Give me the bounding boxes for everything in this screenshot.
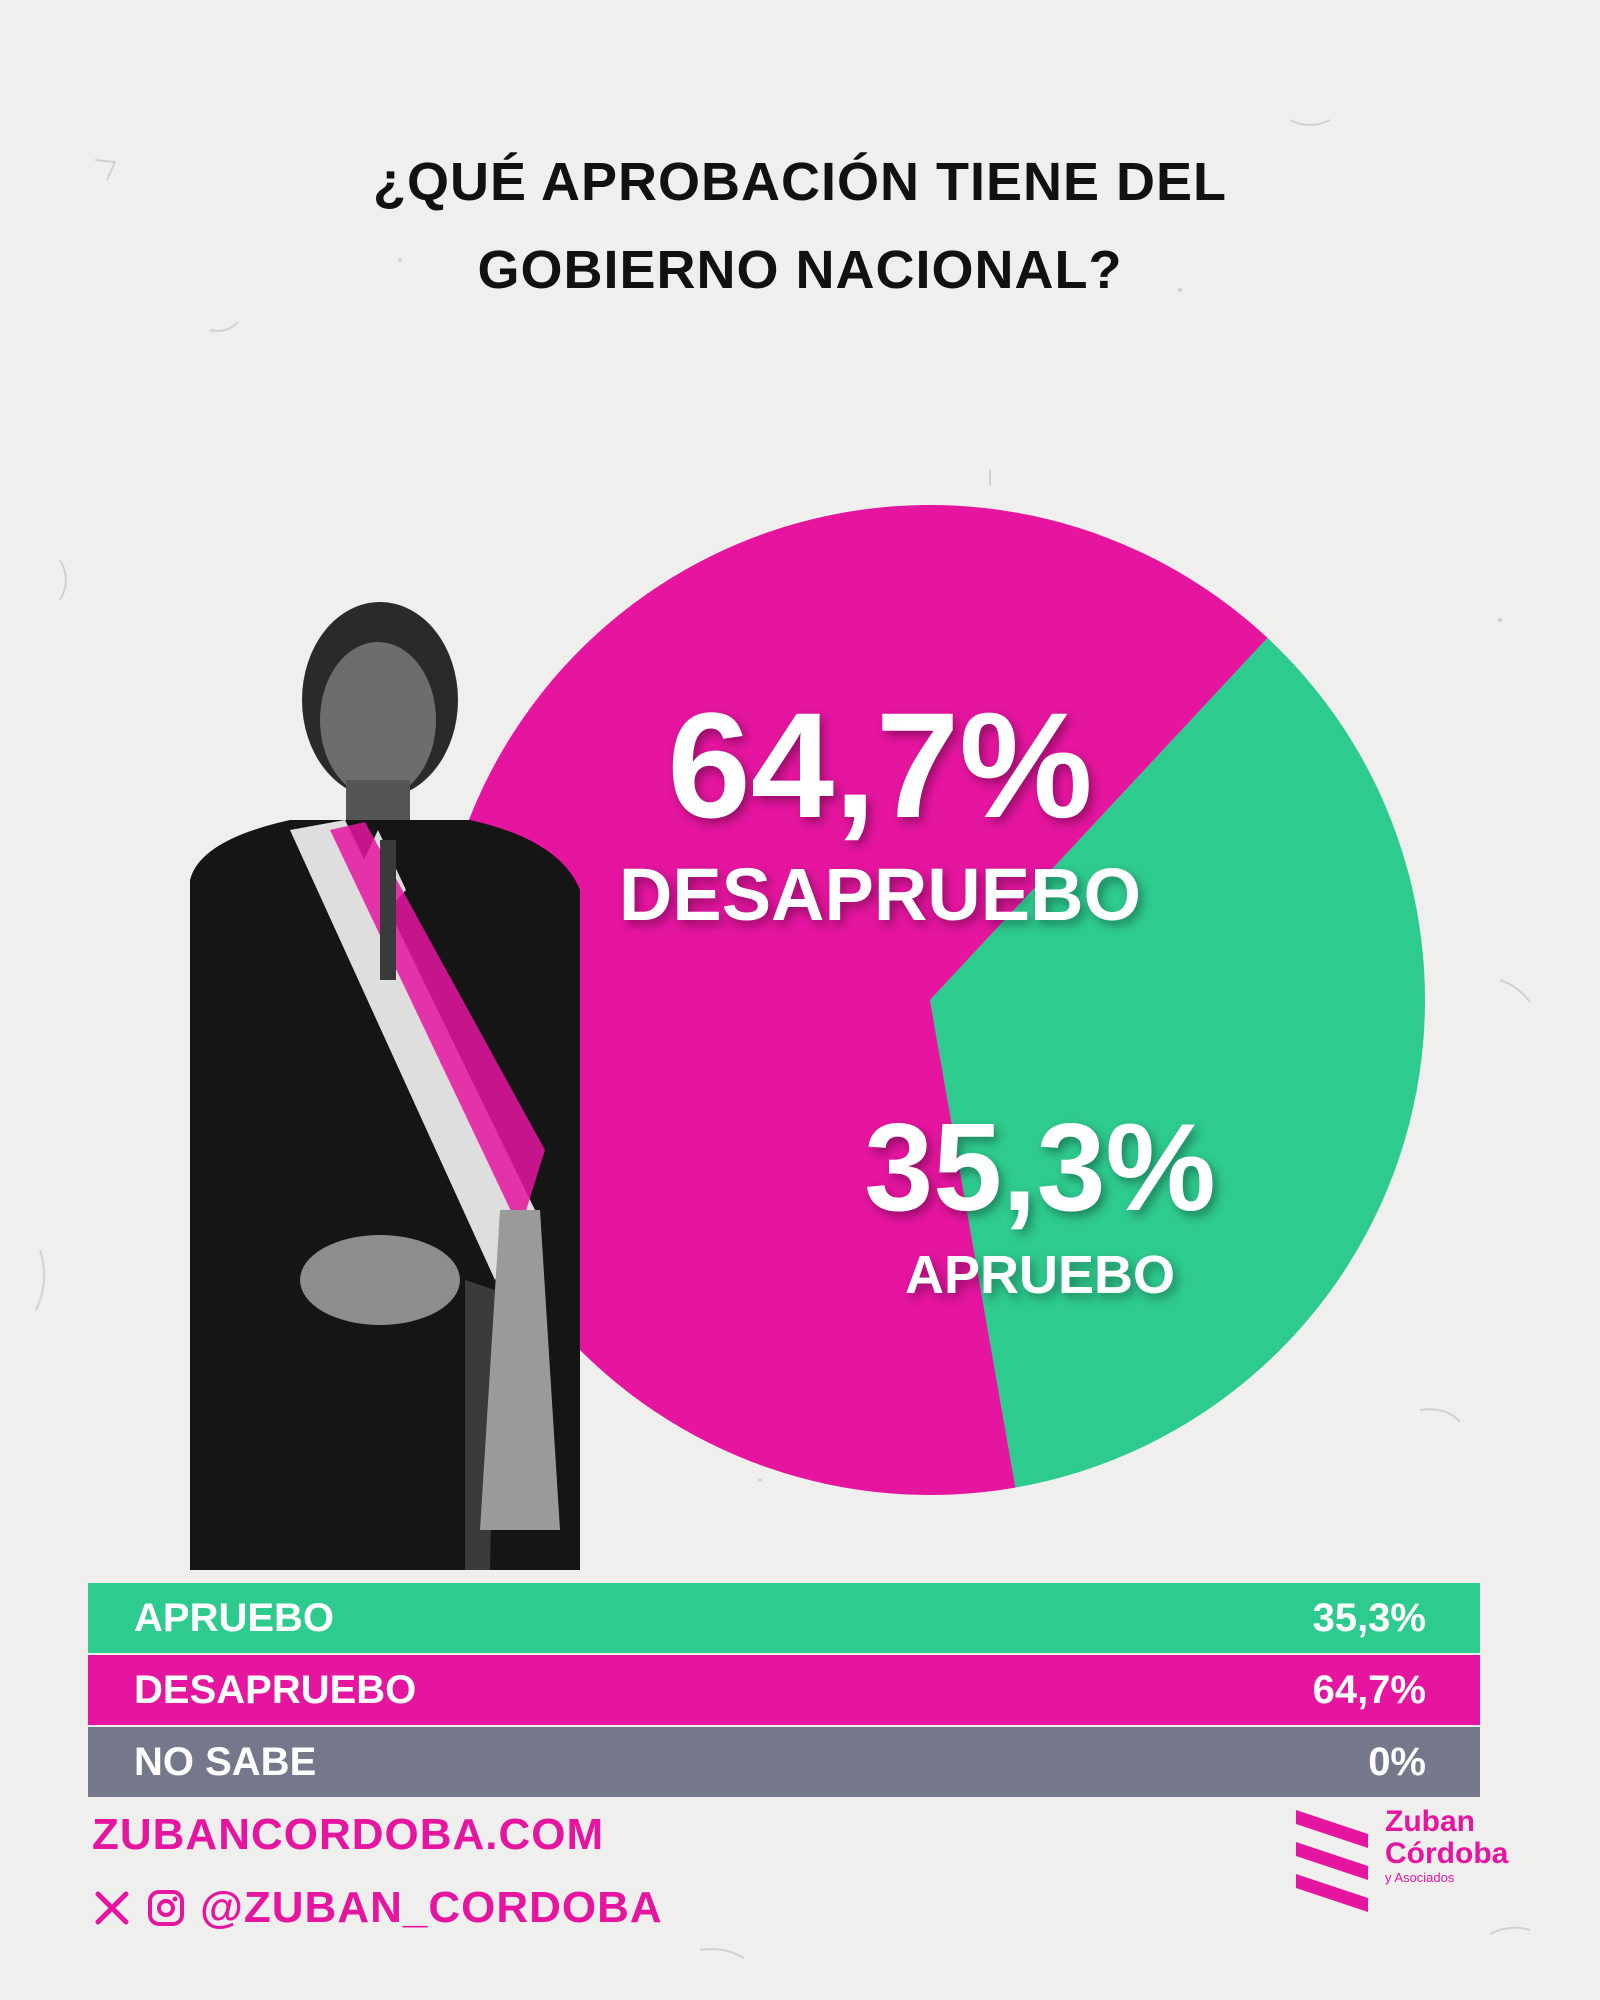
president-figure bbox=[190, 602, 580, 1570]
table-row-value: 64,7% bbox=[1312, 1667, 1426, 1712]
pie-slice-desapruebo bbox=[435, 505, 1268, 1496]
logo-line-1: Zuban bbox=[1385, 1805, 1475, 1838]
apruebo-label: APRUEBO bbox=[904, 1245, 1176, 1305]
chart-title-line-1: ¿QUÉ APROBACIÓN TIENE DEL bbox=[372, 152, 1228, 212]
chart-title-line-2: GOBIERNO NACIONAL? bbox=[477, 240, 1123, 300]
logo-line-2: Córdoba bbox=[1385, 1837, 1509, 1870]
chart-title: ¿QUÉ APROBACIÓN TIENE DEL GOBIERNO NACIO… bbox=[0, 138, 1600, 314]
table-row-apruebo: APRUEBO 35,3% bbox=[88, 1583, 1480, 1653]
zuban-cordoba-logo-icon bbox=[1296, 1810, 1368, 1912]
desapruebo-label: DESAPRUEBO bbox=[618, 853, 1142, 936]
logo-line-3: y Asociados bbox=[1385, 1870, 1455, 1885]
table-row-label: NO SABE bbox=[134, 1739, 317, 1784]
table-row-label: APRUEBO bbox=[134, 1595, 335, 1640]
table-row-no-sabe: NO SABE 0% bbox=[88, 1727, 1480, 1797]
pie-slice-apruebo bbox=[930, 637, 1426, 1488]
desapruebo-percentage: 64,7% bbox=[667, 681, 1093, 849]
x-icon[interactable] bbox=[92, 1888, 132, 1928]
social-handle-row: @ZUBAN_CORDOBA bbox=[92, 1878, 663, 1938]
website-link[interactable]: ZUBANCORDOBA.COM bbox=[92, 1810, 605, 1859]
table-row-value: 0% bbox=[1368, 1739, 1426, 1784]
results-table: APRUEBO 35,3% DESAPRUEBO 64,7% NO SABE 0… bbox=[88, 1583, 1480, 1799]
table-row-desapruebo: DESAPRUEBO 64,7% bbox=[88, 1655, 1480, 1725]
apruebo-percentage: 35,3% bbox=[864, 1099, 1216, 1237]
logo-text: Zuban Córdoba y Asociados bbox=[1385, 1806, 1508, 1886]
table-row-value: 35,3% bbox=[1312, 1595, 1426, 1640]
table-row-label: DESAPRUEBO bbox=[134, 1667, 417, 1712]
social-handle[interactable]: @ZUBAN_CORDOBA bbox=[200, 1883, 663, 1932]
instagram-icon[interactable] bbox=[146, 1888, 186, 1928]
